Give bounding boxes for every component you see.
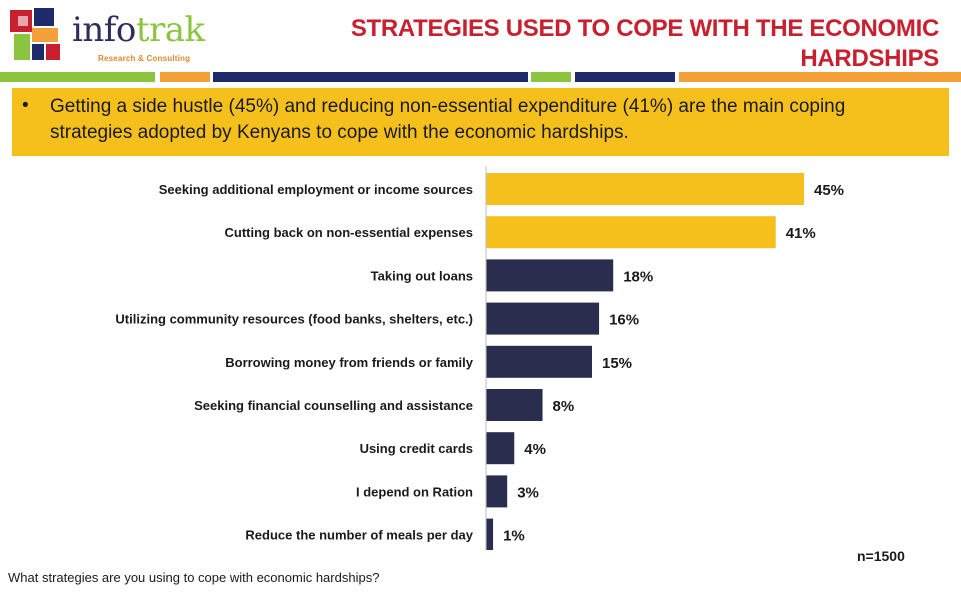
sample-size-note: n=1500 [857,548,905,564]
logo-tagline: Research & Consulting [98,54,191,63]
category-label: Borrowing money from friends or family [225,355,474,370]
bar [486,389,543,421]
bar-chart: Seeking additional employment or income … [0,160,961,550]
summary-banner: • Getting a side hustle (45%) and reduci… [12,88,949,156]
logo-word-part2: trak [135,10,205,50]
page-title-line2: HARDSHIPS [800,45,939,72]
strip-segment [213,72,528,82]
bullet-icon: • [22,95,29,116]
survey-question: What strategies are you using to cope wi… [8,570,380,585]
category-label: Utilizing community resources (food bank… [115,312,473,327]
bar [486,216,776,249]
strip-segment [531,72,571,82]
logo-word-part1: info [72,10,136,50]
bar [486,302,600,335]
value-label: 45% [814,182,844,199]
value-label: 8% [553,398,575,415]
summary-text: Getting a side hustle (45%) and reducing… [50,96,846,143]
color-strip [0,72,961,82]
strip-segment [575,72,675,82]
category-label: I depend on Ration [356,484,473,499]
value-label: 3% [517,484,539,501]
logo-mark-icon [10,8,60,60]
category-label: Reduce the number of meals per day [245,528,473,543]
value-label: 16% [609,312,639,329]
value-label: 15% [602,355,632,372]
bar [486,259,614,292]
strip-segment [0,72,155,82]
bar [486,345,592,378]
category-label: Seeking additional employment or income … [159,182,473,197]
bar [486,518,494,550]
category-label: Taking out loans [371,268,473,283]
value-label: 41% [786,225,816,242]
page-title-line1: STRATEGIES USED TO COPE WITH THE ECONOMI… [350,15,939,42]
page-title: STRATEGIES USED TO COPE WITH THE ECONOMI… [279,14,939,74]
value-label: 1% [503,528,525,545]
category-label: Cutting back on non-essential expenses [225,225,474,240]
bar-chart-svg: Seeking additional employment or income … [115,166,844,550]
strip-segment [160,72,210,82]
value-label: 18% [623,268,653,285]
category-label: Seeking financial counselling and assist… [194,398,473,413]
infotrak-logo: infotrak Research & Consulting [8,6,205,68]
value-label: 4% [524,441,546,458]
category-label: Using credit cards [360,441,473,456]
bar [486,475,508,508]
bar [486,432,515,465]
strip-segment [679,72,961,82]
logo-wordmark: infotrak [72,12,205,48]
bar [486,173,804,205]
